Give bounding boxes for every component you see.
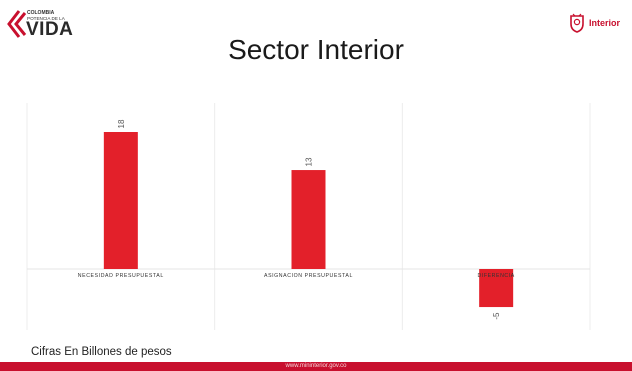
category-label: ASIGNACION PRESUPUESTAL [264, 273, 353, 279]
ministerio-interior-logo: Interior [568, 13, 630, 35]
chart-bars [103, 132, 514, 308]
footer-url[interactable]: www.mininterior.gov.co [285, 363, 347, 369]
category-label: DIFERENCIA [477, 273, 514, 279]
colombia-potencia-logo: COLOMBIA POTENCIA DE LA VIDA [5, 7, 95, 41]
bar [103, 132, 138, 269]
footer-bar [0, 362, 632, 371]
logo-line-2: POTENCIA DE LA [27, 16, 65, 21]
data-label: -5 [492, 312, 501, 320]
bar [291, 170, 326, 269]
data-label: 18 [117, 119, 126, 128]
chevron-logo-icon [7, 10, 27, 38]
chart-labels: NECESIDAD PRESUPUESTAL 18 ASIGNACION PRESU… [78, 119, 514, 320]
category-label: NECESIDAD PRESUPUESTAL [78, 273, 164, 279]
bar [479, 269, 514, 308]
page-title: Sector Interior [228, 34, 404, 65]
data-label: 13 [305, 157, 314, 166]
shield-emblem-icon [570, 13, 584, 33]
logo-word: Interior [589, 18, 621, 28]
logo-line-3: VIDA [26, 19, 74, 40]
logo-line-1: COLOMBIA [27, 10, 55, 16]
units-note: Cifras En Billones de pesos [31, 346, 172, 358]
